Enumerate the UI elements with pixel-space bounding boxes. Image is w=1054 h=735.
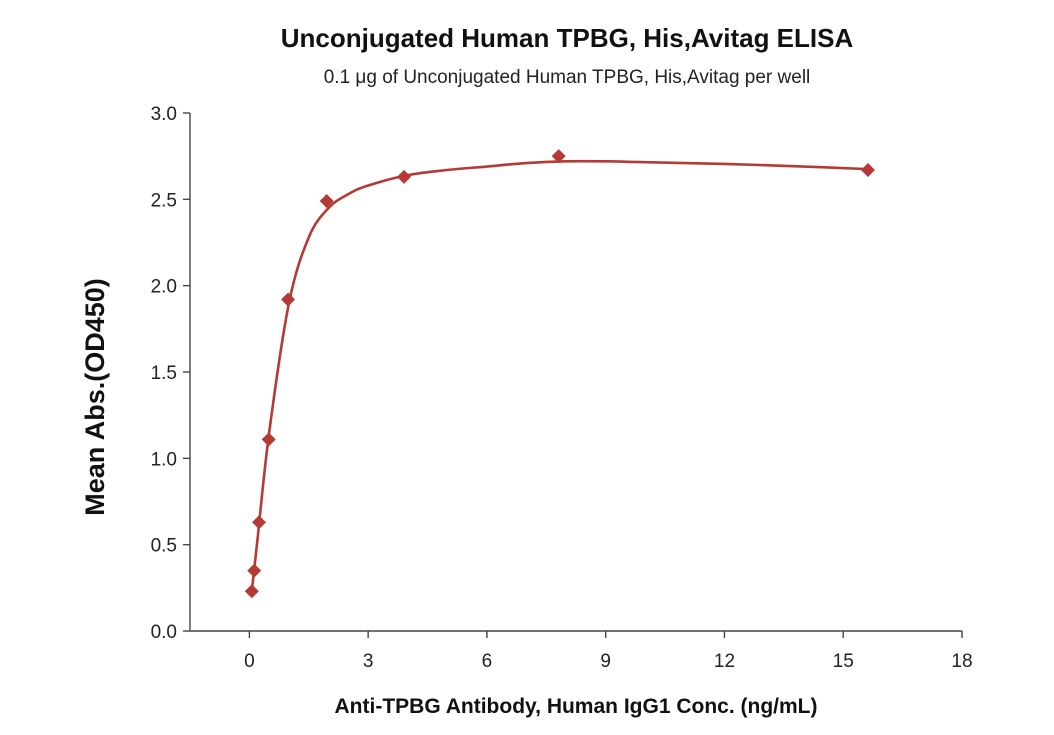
x-tick-label: 18 [951, 651, 972, 672]
y-ticks: 0.0 0.5 1.0 1.5 2.0 2.5 3.0 [151, 104, 190, 643]
y-tick-label: 1.0 [151, 449, 177, 470]
data-point-marker [551, 149, 566, 164]
y-tick-label: 0.0 [151, 622, 177, 643]
x-axis-label: Anti-TPBG Antibody, Human IgG1 Conc. (ng… [335, 695, 818, 718]
y-tick-label: 2.0 [151, 277, 177, 298]
x-tick-label: 12 [714, 651, 735, 672]
y-tick-label: 1.5 [151, 363, 177, 384]
data-point-marker [244, 584, 259, 599]
y-axis-label: Mean Abs.(OD450) [80, 278, 110, 516]
data-point-marker [252, 515, 267, 530]
x-tick-label: 3 [363, 651, 374, 672]
y-tick-label: 0.5 [151, 536, 177, 557]
data-point-marker [319, 194, 334, 209]
data-point-marker [860, 162, 875, 177]
x-tick-label: 6 [482, 651, 493, 672]
x-tick-label: 0 [244, 651, 255, 672]
data-point-marker [261, 432, 276, 447]
data-points [244, 149, 875, 599]
chart-subtitle: 0.1 μg of Unconjugated Human TPBG, His,A… [324, 67, 811, 88]
chart-title: Unconjugated Human TPBG, His,Avitag ELIS… [281, 23, 854, 53]
fit-curve [250, 159, 869, 592]
y-tick-label: 2.5 [151, 190, 177, 211]
data-point-marker [247, 563, 262, 578]
data-point-marker [281, 292, 296, 307]
x-tick-label: 9 [600, 651, 611, 672]
x-ticks: 0 3 6 9 12 15 18 [244, 631, 973, 672]
axes [189, 113, 962, 632]
x-tick-label: 15 [833, 651, 854, 672]
y-tick-label: 3.0 [151, 104, 177, 125]
data-point-marker [397, 169, 412, 184]
